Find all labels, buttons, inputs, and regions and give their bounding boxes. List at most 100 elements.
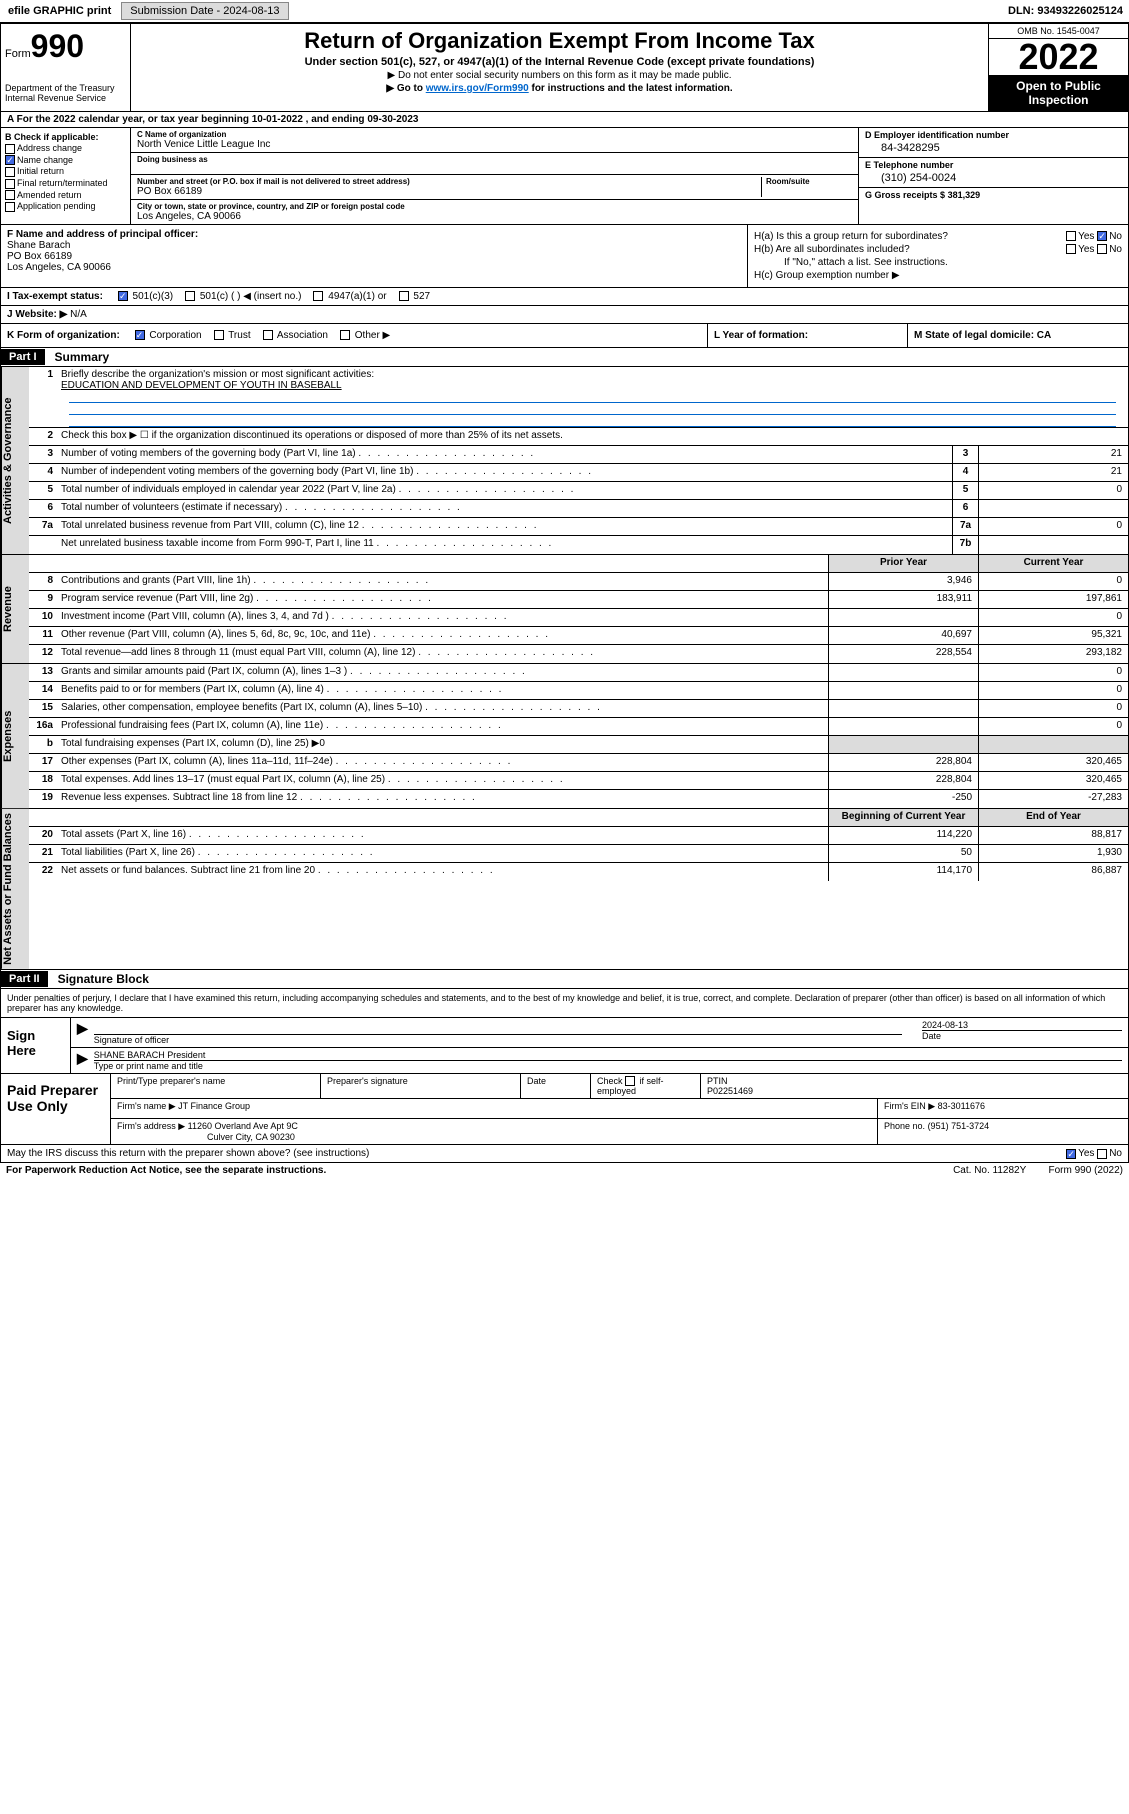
part1-header: Part I Summary: [0, 348, 1129, 367]
summary-row: 11Other revenue (Part VIII, column (A), …: [29, 627, 1128, 645]
tax-status-checkbox[interactable]: [313, 291, 323, 301]
summary-section: Revenue Prior YearCurrent Year8Contributi…: [0, 555, 1129, 664]
prior-year-hdr: Prior Year: [828, 555, 978, 572]
hc-question: H(c) Group exemption number ▶: [754, 270, 1122, 281]
checkbox-application-pending[interactable]: Application pending: [5, 201, 126, 212]
section-side-label: Revenue: [1, 555, 29, 663]
firm-phone: (951) 751-3724: [928, 1121, 990, 1131]
checkbox-address-change[interactable]: Address change: [5, 143, 126, 154]
sig-officer-label: Signature of officer: [94, 1035, 169, 1045]
prep-name-hdr: Print/Type preparer's name: [111, 1074, 321, 1099]
summary-row: 10Investment income (Part VIII, column (…: [29, 609, 1128, 627]
summary-row: 8Contributions and grants (Part VIII, li…: [29, 573, 1128, 591]
instructions-link[interactable]: www.irs.gov/Form990: [426, 83, 529, 94]
street-address: PO Box 66189: [137, 186, 757, 197]
org-name-label: C Name of organization: [137, 130, 852, 139]
hb-question: H(b) Are all subordinates included?: [754, 244, 910, 255]
ha-no-checkbox[interactable]: ✓: [1097, 231, 1107, 241]
current-year-hdr: Current Year: [978, 555, 1128, 572]
gross-receipts-value: 381,329: [948, 190, 981, 200]
sig-date-label: Date: [922, 1031, 941, 1041]
year-formation: L Year of formation:: [708, 324, 908, 347]
form-header: Form990 Department of the Treasury Inter…: [0, 23, 1129, 112]
sig-name-title: SHANE BARACH President: [94, 1050, 1122, 1060]
type-name-label: Type or print name and title: [94, 1061, 203, 1071]
checkbox-amended-return[interactable]: Amended return: [5, 190, 126, 201]
discuss-yes-checkbox[interactable]: ✓: [1066, 1149, 1076, 1159]
officer-name: Shane Barach: [7, 240, 741, 251]
bottom-note: For Paperwork Reduction Act Notice, see …: [0, 1163, 1129, 1178]
ein-label: D Employer identification number: [865, 130, 1122, 140]
cat-no: Cat. No. 11282Y: [953, 1165, 1026, 1176]
summary-row: 2Check this box ▶ ☐ if the organization …: [29, 428, 1128, 446]
dept-label: Department of the Treasury Internal Reve…: [5, 83, 126, 103]
checkbox-name-change[interactable]: ✓Name change: [5, 155, 126, 166]
paperwork-notice: For Paperwork Reduction Act Notice, see …: [6, 1165, 326, 1176]
section-side-label: Expenses: [1, 664, 29, 808]
form-org-checkbox[interactable]: [214, 330, 224, 340]
summary-row: 3Number of voting members of the governi…: [29, 446, 1128, 464]
summary-section: Net Assets or Fund Balances Beginning of …: [0, 809, 1129, 970]
summary-row: 18Total expenses. Add lines 13–17 (must …: [29, 772, 1128, 790]
summary-row: 13Grants and similar amounts paid (Part …: [29, 664, 1128, 682]
form-org-checkbox[interactable]: [340, 330, 350, 340]
arrow-icon: ▶: [77, 1050, 88, 1071]
form-label: Form: [5, 48, 31, 60]
paid-preparer-label: Paid Preparer Use Only: [1, 1074, 111, 1145]
summary-row: 9Program service revenue (Part VIII, lin…: [29, 591, 1128, 609]
website-value: N/A: [70, 309, 87, 320]
gross-receipts-label: G Gross receipts $: [865, 190, 945, 200]
firm-addr2: Culver City, CA 90230: [207, 1132, 295, 1142]
self-employed-checkbox[interactable]: [625, 1076, 635, 1086]
top-bar: efile GRAPHIC print Submission Date - 20…: [0, 0, 1129, 23]
col-b-checkboxes: B Check if applicable: Address change✓Na…: [1, 128, 131, 224]
hb-yes-checkbox[interactable]: [1066, 244, 1076, 254]
submission-date: Submission Date - 2024-08-13: [121, 2, 288, 20]
summary-row: 20Total assets (Part X, line 16) 114,220…: [29, 827, 1128, 845]
firm-name: JT Finance Group: [178, 1101, 250, 1111]
website-label: J Website: ▶: [7, 309, 67, 320]
ha-question: H(a) Is this a group return for subordin…: [754, 231, 948, 242]
form-subtitle: Under section 501(c), 527, or 4947(a)(1)…: [139, 56, 980, 68]
sig-date-value: 2024-08-13: [922, 1020, 1122, 1030]
section-side-label: Activities & Governance: [1, 367, 29, 554]
form-org-label: K Form of organization:: [7, 330, 120, 341]
form-org-checkbox[interactable]: [263, 330, 273, 340]
form-footer: Form 990 (2022): [1049, 1165, 1123, 1176]
phone-label: E Telephone number: [865, 160, 1122, 170]
prep-sig-hdr: Preparer's signature: [321, 1074, 521, 1099]
tax-status-checkbox[interactable]: [399, 291, 409, 301]
summary-section: Activities & Governance1Briefly describe…: [0, 367, 1129, 555]
preparer-block: Paid Preparer Use Only Print/Type prepar…: [0, 1074, 1129, 1146]
summary-row: 6Total number of volunteers (estimate if…: [29, 500, 1128, 518]
discuss-no-checkbox[interactable]: [1097, 1149, 1107, 1159]
form-note: ▶ Do not enter social security numbers o…: [139, 70, 980, 81]
row-k: K Form of organization: ✓ Corporation Tr…: [0, 324, 1129, 348]
tax-year: 2022: [989, 39, 1128, 75]
addr-label: Number and street (or P.O. box if mail i…: [137, 177, 757, 186]
firm-name-label: Firm's name ▶: [117, 1101, 176, 1111]
efile-label: efile GRAPHIC print: [2, 3, 117, 19]
summary-row: 16aProfessional fundraising fees (Part I…: [29, 718, 1128, 736]
checkbox-initial-return[interactable]: Initial return: [5, 166, 126, 177]
summary-row: 1Briefly describe the organization's mis…: [29, 367, 1128, 428]
entity-block: B Check if applicable: Address change✓Na…: [0, 128, 1129, 225]
row-i: I Tax-exempt status: ✓ 501(c)(3) 501(c) …: [0, 288, 1129, 306]
declaration-text: Under penalties of perjury, I declare th…: [1, 989, 1128, 1017]
officer-label: F Name and address of principal officer:: [7, 229, 741, 240]
signature-block: Under penalties of perjury, I declare th…: [0, 989, 1129, 1074]
ha-yes-checkbox[interactable]: [1066, 231, 1076, 241]
tax-status-checkbox[interactable]: [185, 291, 195, 301]
section-side-label: Net Assets or Fund Balances: [1, 809, 29, 969]
checkbox-final-return-terminated[interactable]: Final return/terminated: [5, 178, 126, 189]
summary-row: Net unrelated business taxable income fr…: [29, 536, 1128, 554]
firm-ein-label: Firm's EIN ▶: [884, 1101, 935, 1111]
form-title: Return of Organization Exempt From Incom…: [139, 28, 980, 54]
tax-status-checkbox[interactable]: ✓: [118, 291, 128, 301]
hb-note: If "No," attach a list. See instructions…: [754, 257, 1122, 268]
prior-year-hdr: Beginning of Current Year: [828, 809, 978, 826]
form-link-line: ▶ Go to www.irs.gov/Form990 for instruct…: [139, 83, 980, 94]
fgh-block: F Name and address of principal officer:…: [0, 225, 1129, 288]
hb-no-checkbox[interactable]: [1097, 244, 1107, 254]
form-org-checkbox[interactable]: ✓: [135, 330, 145, 340]
